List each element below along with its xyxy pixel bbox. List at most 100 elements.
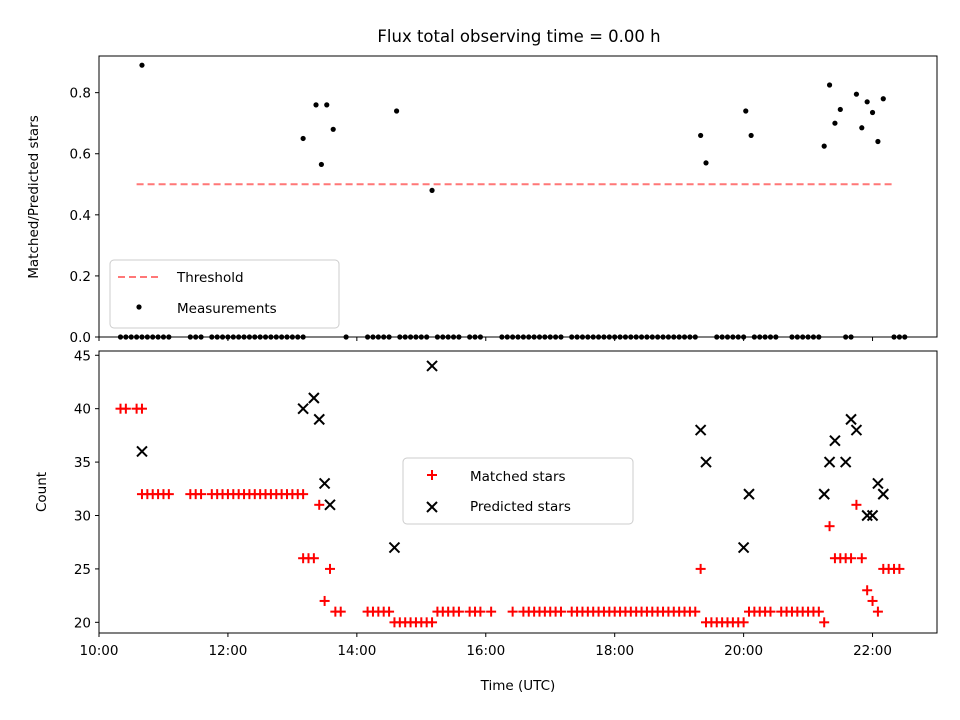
predicted-point-b bbox=[877, 488, 889, 500]
count-xtick-label: 22:00 bbox=[853, 643, 892, 659]
predicted-point bbox=[818, 488, 830, 500]
predicted-point bbox=[318, 477, 331, 490]
matched-point bbox=[196, 489, 207, 500]
count-plot-xlabel: Time (UTC) bbox=[480, 678, 556, 694]
predicted-point-b bbox=[324, 499, 336, 511]
predicted-point-b bbox=[850, 424, 863, 436]
measurement-point bbox=[300, 135, 306, 142]
legend-predicted-marker-b bbox=[426, 501, 438, 513]
matched-point bbox=[486, 606, 497, 617]
measurement-point bbox=[429, 187, 435, 193]
predicted-point bbox=[700, 456, 712, 468]
ratio-ytick-label: 0.6 bbox=[70, 147, 91, 163]
matched-point bbox=[851, 499, 862, 510]
count-ytick-label: 35 bbox=[74, 455, 91, 471]
matched-point bbox=[324, 563, 335, 574]
matched-point bbox=[314, 499, 325, 510]
predicted-point bbox=[297, 402, 309, 415]
predicted-point-b bbox=[866, 509, 879, 522]
ratio-plot-ylabel: Matched/Predicted stars bbox=[26, 115, 42, 278]
count-legend-box bbox=[402, 457, 634, 525]
chart-title: Flux total observing time = 0.00 h bbox=[377, 27, 660, 46]
predicted-point-b bbox=[743, 488, 755, 500]
count-plot-ticks: 20 25 30 35 40 45 10:00 12:00 14:00 16:00 18:00 20:… bbox=[74, 348, 892, 659]
matched-point bbox=[819, 617, 830, 628]
measurement-point bbox=[324, 102, 330, 108]
predicted-point bbox=[426, 360, 438, 372]
predicted-point bbox=[845, 413, 857, 426]
ratio-ytick-label: 0.8 bbox=[70, 86, 91, 102]
measurement-point bbox=[821, 143, 827, 149]
matched-point bbox=[765, 606, 776, 617]
measurement-point bbox=[864, 99, 870, 105]
matched-point bbox=[738, 617, 749, 628]
predicted-point bbox=[313, 413, 325, 426]
ratio-legend-box bbox=[109, 259, 340, 329]
predicted-point-b bbox=[297, 402, 309, 415]
matched-point bbox=[872, 606, 883, 617]
predicted-point bbox=[850, 424, 863, 436]
ratio-plot-frame bbox=[98, 55, 938, 338]
ratio-ytick-label: 0.2 bbox=[70, 269, 91, 285]
predicted-point bbox=[866, 509, 879, 522]
predicted-point bbox=[324, 499, 336, 511]
count-xtick-label: 20:00 bbox=[724, 643, 763, 659]
matched-point bbox=[894, 563, 905, 574]
measurement-point bbox=[393, 108, 400, 114]
predicted-point-b bbox=[872, 477, 884, 490]
predicted-point bbox=[694, 424, 707, 436]
matched-point bbox=[690, 606, 701, 617]
measurement-point bbox=[875, 138, 881, 145]
matched-point bbox=[695, 563, 706, 574]
matched-point bbox=[475, 606, 486, 617]
measurement-point bbox=[869, 109, 876, 116]
predicted-point bbox=[308, 392, 320, 404]
count-plot: 20 25 30 35 40 45 10:00 12:00 14:00 16:00 18:00 20:… bbox=[34, 348, 938, 694]
measurement-point bbox=[837, 106, 843, 113]
count-ytick-label: 30 bbox=[74, 509, 91, 525]
measurement-point bbox=[139, 62, 145, 68]
predicted-point bbox=[136, 445, 148, 458]
legend-predicted-label: Predicted stars bbox=[470, 499, 571, 515]
ratio-plot-ticks: 0.0 0.2 0.4 0.6 0.8 bbox=[70, 86, 874, 346]
ratio-ytick-label: 0.0 bbox=[70, 330, 91, 346]
predicted-point-b bbox=[845, 413, 857, 426]
matched-point bbox=[298, 489, 309, 500]
matched-point bbox=[867, 595, 878, 606]
count-xtick-label: 18:00 bbox=[595, 643, 634, 659]
legend-threshold-label: Threshold bbox=[176, 270, 244, 286]
measurement-point bbox=[826, 82, 833, 88]
count-ytick-label: 20 bbox=[74, 615, 91, 631]
measurement-point bbox=[832, 120, 838, 126]
count-plot-marks bbox=[115, 360, 905, 628]
matched-point bbox=[555, 606, 566, 617]
count-legend: Matched stars Predicted stars bbox=[402, 457, 634, 525]
matched-point bbox=[507, 606, 518, 617]
legend-matched-label: Matched stars bbox=[470, 469, 566, 485]
measurement-point bbox=[330, 126, 336, 132]
predicted-point bbox=[743, 488, 755, 500]
measurement-point bbox=[880, 96, 886, 102]
legend-matched-swatch bbox=[427, 470, 437, 480]
predicted-point bbox=[877, 488, 889, 500]
matched-point bbox=[384, 606, 395, 617]
predicted-point-b bbox=[839, 456, 852, 468]
matched-point bbox=[846, 553, 857, 564]
count-ytick-label: 40 bbox=[74, 402, 91, 418]
predicted-point-b bbox=[313, 413, 325, 426]
matched-point bbox=[308, 553, 319, 564]
count-plot-frame bbox=[98, 350, 938, 634]
legend-predicted-swatch bbox=[426, 501, 438, 513]
measurement-point bbox=[748, 132, 754, 139]
predicted-point-b bbox=[737, 541, 750, 554]
measurement-point bbox=[313, 102, 319, 108]
ratio-ytick-label: 0.4 bbox=[70, 208, 91, 224]
predicted-point-b bbox=[318, 477, 331, 490]
matched-point bbox=[453, 606, 464, 617]
predicted-point bbox=[839, 456, 852, 468]
matched-point bbox=[862, 585, 873, 596]
matched-point bbox=[856, 553, 867, 564]
measurement-point bbox=[743, 108, 749, 114]
measurement-point bbox=[859, 125, 865, 131]
